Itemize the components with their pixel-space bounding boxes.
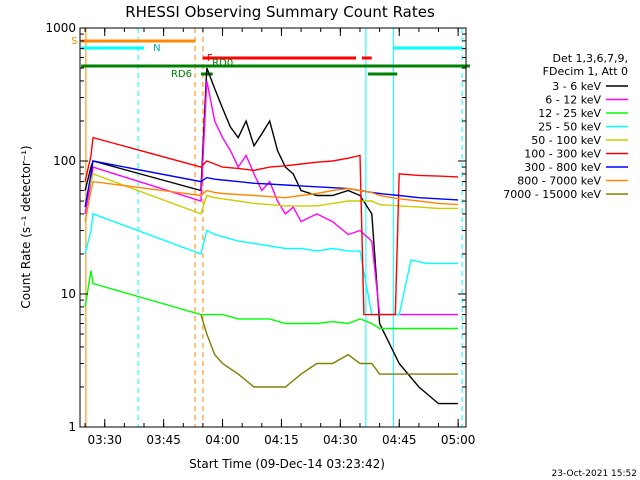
legend-label-6: 300 - 800 keV <box>524 161 601 174</box>
legend-label-3: 25 - 50 keV <box>538 121 601 134</box>
legend-label-4: 50 - 100 keV <box>531 134 601 147</box>
legend-label-2: 12 - 25 keV <box>538 107 601 120</box>
axes: 1 10 100 1000 03:30 03:45 04:00 04:15 04:30 04:45… <box>45 21 475 447</box>
series-line-7 <box>84 180 459 222</box>
flag-label-1: N <box>153 43 160 54</box>
y-tick-label-0: 1 <box>68 420 76 434</box>
series-lines <box>84 67 459 405</box>
x-tick-label-5: 04:45 <box>382 433 417 447</box>
flag-label-2: F <box>207 53 213 64</box>
legend-label-5: 100 - 300 keV <box>524 148 601 161</box>
y-tick-label-2: 100 <box>53 154 76 168</box>
legend-header-0: Det 1,3,6,7,9, <box>552 52 628 65</box>
flag-label-0: S <box>71 36 77 47</box>
legend-label-8: 7000 - 15000 keV <box>503 188 601 201</box>
chart-title: RHESSI Observing Summary Count Rates <box>125 3 435 21</box>
series-line-0 <box>84 67 459 405</box>
series-line-2 <box>84 270 459 330</box>
y-axis-label: Count Rate (s⁻¹ detector⁻¹) <box>19 145 33 308</box>
x-tick-label-3: 04:15 <box>264 433 299 447</box>
series-line-4 <box>84 172 459 215</box>
legend-header-1: FDecim 1, Att 0 <box>543 65 628 78</box>
legend: Det 1,3,6,7,9,FDecim 1, Att 0 3 - 6 keV6 … <box>503 52 628 201</box>
x-tick-label-1: 03:45 <box>146 433 181 447</box>
x-tick-label-4: 04:30 <box>323 433 358 447</box>
series-line-1 <box>84 80 459 316</box>
x-tick-label-2: 04:00 <box>205 433 240 447</box>
series-line-8 <box>200 314 459 388</box>
y-tick-label-1: 10 <box>61 287 76 301</box>
date-stamp: 23-Oct-2021 15:52 <box>552 469 637 479</box>
x-axis-label: Start Time (09-Dec-14 03:23:42) <box>189 457 385 471</box>
legend-label-7: 800 - 7000 keV <box>517 175 601 188</box>
x-tick-label-0: 03:30 <box>87 433 122 447</box>
legend-label-1: 6 - 12 keV <box>545 94 601 107</box>
plot-frame <box>79 27 467 428</box>
flag-label-4: RD0 <box>212 58 233 69</box>
flag-bars: S N F RD0 RD6 <box>71 36 470 80</box>
flag-label-5: RD6 <box>171 69 192 80</box>
y-tick-label-3: 1000 <box>45 21 76 35</box>
series-line-5 <box>84 136 459 316</box>
series-line-6 <box>84 160 459 208</box>
vertical-markers <box>85 28 463 427</box>
legend-label-0: 3 - 6 keV <box>552 80 601 93</box>
x-tick-label-6: 05:00 <box>441 433 476 447</box>
series-line-3 <box>84 212 459 316</box>
